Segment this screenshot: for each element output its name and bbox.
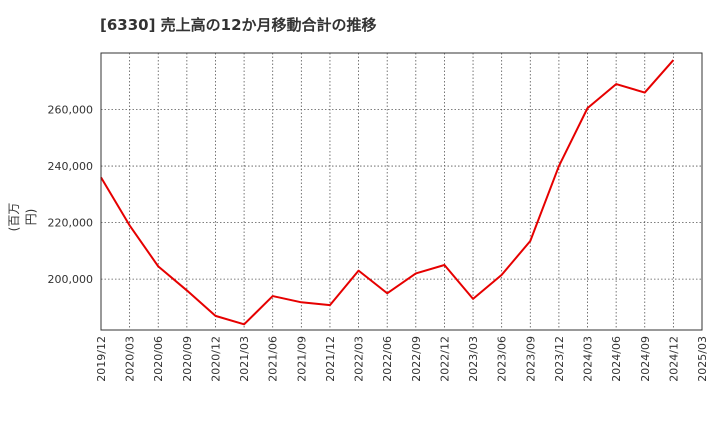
plot-area-frame [100,52,703,331]
x-tick-label: 2021/09 [295,336,308,382]
x-tick-label: 2020/06 [152,336,165,382]
x-tick-label: 2021/03 [238,336,251,382]
x-tick-label: 2022/12 [438,336,451,382]
x-tick-labels: 2019/12 2020/03 2020/06 2020/09 2020/12 2021/… [95,336,709,382]
x-tick-label: 2023/09 [524,336,537,382]
x-tick-label: 2024/06 [610,336,623,382]
series-layer [100,59,675,326]
x-tick-label: 2024/03 [582,336,595,382]
x-tick-label: 2023/12 [553,336,566,382]
x-tick-label: 2024/09 [639,336,652,382]
y-tick-label: 220,000 [48,217,94,230]
y-tick-labels: 200,000 220,000 240,000 260,000 [48,104,94,287]
chart-title: [6330] 売上高の12か月移動合計の推移 [100,16,377,34]
x-tick-label: 2023/03 [467,336,480,382]
x-tick-label: 2019/12 [95,336,108,382]
x-tick-label: 2024/12 [667,336,680,382]
x-tick-label: 2021/12 [324,336,337,382]
series-line [100,59,675,326]
x-tick-label: 2021/06 [267,336,280,382]
x-tick-label: 2022/03 [353,336,366,382]
y-tick-label: 200,000 [48,273,94,286]
x-tick-label: 2022/06 [381,336,394,382]
y-tick-label: 240,000 [48,160,94,173]
y-tick-label: 260,000 [48,104,94,117]
x-tick-label: 2020/09 [181,336,194,382]
x-tick-label: 2020/03 [124,336,137,382]
gridlines [101,53,702,330]
plot-area-background [101,53,702,330]
x-tick-label: 2020/12 [209,336,222,382]
x-tick-label: 2022/09 [410,336,423,382]
x-tick-label: 2025/03 [696,336,709,382]
x-tick-label: 2023/06 [496,336,509,382]
